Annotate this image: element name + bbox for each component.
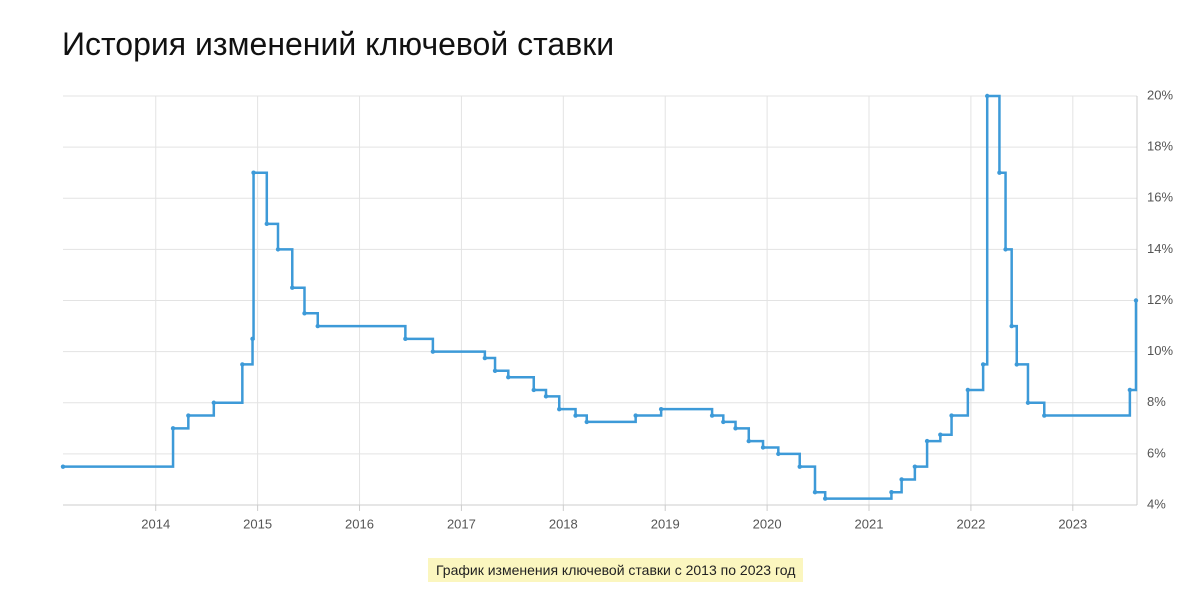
chart-caption: График изменения ключевой ставки с 2013 …: [428, 558, 804, 582]
data-point: [557, 406, 562, 412]
data-point: [912, 464, 918, 469]
data-point: [965, 387, 971, 393]
y-tick-label: 6%: [1147, 445, 1166, 460]
data-point: [1003, 247, 1008, 252]
data-point: [186, 413, 191, 418]
y-tick-label: 10%: [1147, 343, 1173, 358]
data-point: [822, 496, 828, 501]
data-point: [797, 464, 802, 469]
data-point: [506, 374, 511, 380]
data-point: [1133, 298, 1139, 303]
data-point: [938, 432, 943, 437]
data-point: [721, 419, 726, 425]
data-point: [251, 170, 256, 175]
x-tick-label: 2015: [243, 516, 272, 531]
data-point: [776, 451, 781, 457]
data-point: [573, 413, 578, 418]
y-tick-label: 16%: [1147, 190, 1173, 205]
data-point: [889, 490, 894, 495]
data-point: [1042, 413, 1047, 418]
x-tick-label: 2014: [141, 516, 170, 531]
data-point: [543, 394, 549, 399]
data-point: [403, 336, 408, 342]
x-tick-label: 2023: [1058, 516, 1087, 531]
x-tick-label: 2022: [956, 516, 985, 531]
x-tick-label: 2021: [855, 516, 884, 531]
data-point: [60, 464, 66, 469]
data-point: [997, 170, 1002, 175]
data-point: [985, 93, 990, 99]
data-point: [302, 311, 307, 316]
data-point: [658, 406, 664, 412]
data-point: [733, 426, 738, 431]
data-point: [949, 413, 954, 418]
y-tick-label: 8%: [1147, 394, 1166, 409]
data-point: [812, 490, 818, 495]
data-point: [980, 362, 986, 367]
data-point: [250, 336, 255, 342]
data-point: [1009, 323, 1014, 329]
page-title: История изменений ключевой ставки: [62, 26, 615, 62]
data-point: [430, 349, 436, 354]
data-point: [240, 362, 245, 367]
x-tick-label: 2019: [651, 516, 680, 531]
data-point: [264, 221, 269, 227]
data-point: [275, 247, 281, 252]
data-point: [746, 438, 751, 444]
data-point: [531, 387, 536, 393]
data-point: [709, 413, 715, 418]
y-tick-label: 14%: [1147, 241, 1173, 256]
y-tick-label: 12%: [1147, 292, 1173, 307]
data-point: [584, 419, 589, 425]
data-point: [290, 285, 295, 290]
data-point: [924, 438, 930, 444]
data-point: [315, 323, 320, 329]
data-point: [899, 477, 904, 482]
x-tick-label: 2016: [345, 516, 374, 531]
data-point: [492, 368, 498, 373]
data-point: [170, 426, 176, 431]
y-tick-label: 4%: [1147, 496, 1166, 511]
x-tick-label: 2017: [447, 516, 476, 531]
y-tick-label: 20%: [1147, 87, 1173, 102]
x-tick-label: 2020: [753, 516, 782, 531]
data-point: [1127, 387, 1133, 393]
data-point: [760, 445, 766, 450]
data-point: [211, 400, 217, 405]
x-tick-label: 2018: [549, 516, 578, 531]
rate-line: [63, 94, 1138, 500]
data-point: [633, 413, 638, 418]
data-point: [1014, 362, 1019, 367]
data-point: [482, 355, 488, 361]
data-point: [1025, 400, 1031, 405]
y-tick-label: 18%: [1147, 139, 1173, 154]
